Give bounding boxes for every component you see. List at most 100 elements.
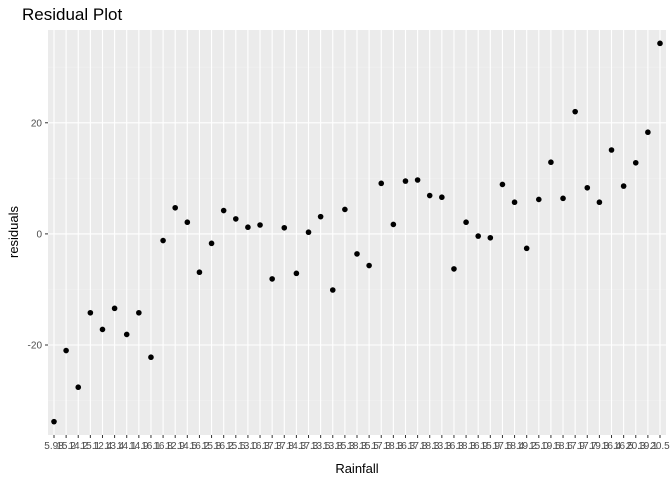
data-point (184, 219, 191, 226)
x-tick-label: 17.5 (493, 441, 513, 452)
data-point (63, 347, 69, 354)
data-point (463, 219, 469, 226)
data-point (366, 262, 372, 269)
data-point (317, 213, 324, 220)
data-point (439, 194, 445, 201)
x-tick-label: 18.3 (420, 441, 440, 452)
grid-lines (48, 30, 666, 435)
x-tick-label: 16.1 (141, 441, 161, 452)
x-tick-label: 17.9 (565, 441, 585, 452)
x-tick-label: 14.9 (129, 441, 149, 452)
x-tick-label: 18.4 (505, 441, 525, 452)
x-tick-label: 15.9 (481, 441, 501, 452)
x-tick-label: 13.3 (432, 441, 452, 452)
x-tick-label: 16.3 (250, 441, 270, 452)
x-tick-label: 14.2 (69, 441, 89, 452)
data-point (475, 233, 482, 239)
x-tick-label: 17.3 (299, 441, 319, 452)
x-tick-label: 14.5 (178, 441, 198, 452)
data-point (87, 309, 94, 316)
x-tick-label: 18.3 (384, 441, 404, 452)
x-tick-label: 12.9 (165, 441, 185, 452)
data-point (269, 276, 275, 282)
x-tick-label: 16.4 (602, 441, 622, 452)
y-axis: -20 0 20 (28, 118, 48, 352)
x-tick-label: 17.7 (578, 441, 598, 452)
chart-title: Residual Plot (22, 5, 122, 24)
x-tick-label: 13.0 (238, 441, 258, 452)
data-point (402, 178, 409, 184)
x-tick-label: 17.8 (408, 441, 428, 452)
data-point (111, 305, 118, 312)
data-point (657, 40, 663, 47)
x-tick-label: 20.5 (650, 441, 670, 452)
x-tick-label: 17.8 (275, 441, 295, 452)
data-point (305, 229, 312, 236)
x-tick-label: 19.5 (541, 441, 561, 452)
data-point (148, 354, 154, 361)
x-tick-label: 16.3 (396, 441, 416, 452)
x-tick-label: 13.4 (105, 441, 125, 452)
data-points (51, 40, 663, 425)
x-tick-label: 14.1 (117, 441, 137, 452)
x-tick-label: 15.0 (529, 441, 549, 452)
data-point (584, 184, 591, 191)
x-tick-label: 16.2 (190, 441, 210, 452)
data-point (523, 245, 530, 252)
data-point (233, 216, 239, 222)
data-point (293, 270, 300, 277)
x-tick-label: 5.98 (44, 441, 64, 452)
data-point (172, 204, 178, 211)
data-point (608, 147, 615, 153)
x-tick-label: 17.3 (372, 441, 392, 452)
data-point (99, 326, 106, 333)
data-point (451, 266, 457, 272)
data-point (329, 287, 336, 293)
x-tick-label: 18.6 (553, 441, 573, 452)
data-point (548, 159, 554, 166)
y-axis-title: residuals (6, 205, 21, 258)
data-point (560, 195, 566, 202)
data-point (245, 224, 251, 231)
data-point (123, 331, 130, 338)
data-point (620, 183, 627, 189)
x-tick-label: 14.3 (287, 441, 307, 452)
x-tick-label: 12.4 (93, 441, 113, 452)
data-point (487, 234, 494, 241)
data-point (342, 206, 348, 213)
data-point (511, 199, 518, 206)
data-point (196, 269, 203, 276)
x-tick-label: 15.2 (56, 441, 76, 452)
x-tick-label: 18.3 (347, 441, 367, 452)
x-tick-label: 16.8 (153, 441, 173, 452)
data-point (281, 224, 288, 231)
data-point (390, 221, 397, 228)
x-tick-label: 13.5 (311, 441, 331, 452)
data-point (536, 196, 542, 203)
x-tick-label: 15.1 (81, 441, 101, 452)
data-point (632, 159, 639, 166)
data-point (572, 108, 578, 115)
x-tick-label: 15.5 (359, 441, 379, 452)
y-tick-label: 0 (36, 229, 42, 240)
x-tick-label: 16.2 (214, 441, 234, 452)
y-tick-label: -20 (28, 341, 43, 352)
data-point (51, 418, 57, 425)
data-point (596, 199, 603, 206)
data-point (499, 181, 506, 188)
data-point (257, 222, 263, 228)
x-tick-label: 19.1 (638, 441, 658, 452)
data-point (208, 240, 215, 247)
x-tick-label: 13.8 (323, 441, 343, 452)
data-point (136, 309, 142, 316)
x-tick-label: 16.5 (614, 441, 634, 452)
data-point (645, 129, 651, 136)
data-point (426, 192, 433, 199)
data-point (354, 251, 360, 257)
x-axis-title: Rainfall (335, 461, 378, 476)
data-point (220, 207, 227, 214)
x-tick-label: 15.8 (202, 441, 222, 452)
x-tick-label: 16.3 (444, 441, 464, 452)
y-tick-label: 20 (31, 118, 43, 129)
